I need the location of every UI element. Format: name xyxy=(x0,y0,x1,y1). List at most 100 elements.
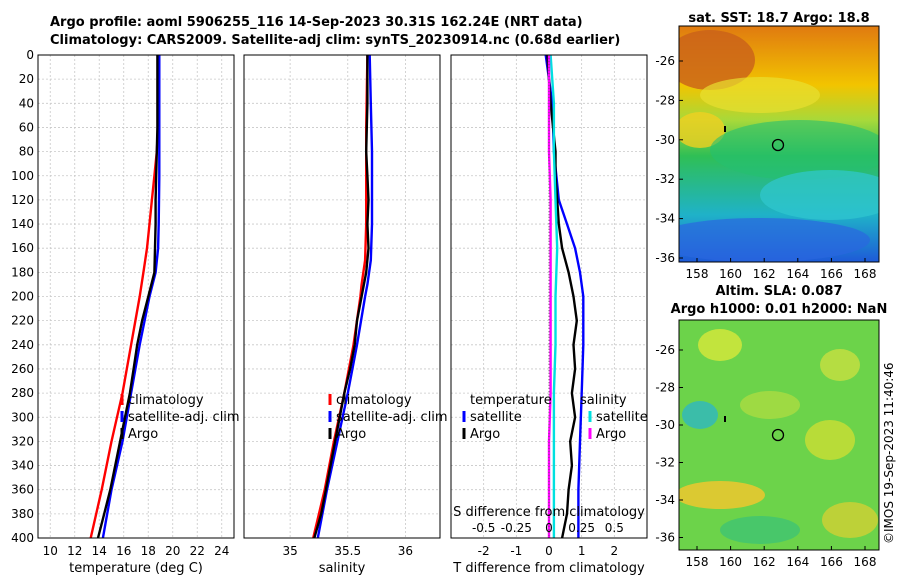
depth-tick-label: 240 xyxy=(11,338,34,352)
legend-heading-temperature: temperature xyxy=(470,393,552,408)
depth-tick-label: 300 xyxy=(11,410,34,424)
depth-tick-label: 160 xyxy=(11,241,34,255)
depth-tick-label: 200 xyxy=(11,290,34,304)
temperature-x-tick-label: 14 xyxy=(92,544,107,558)
secondary-axis-tick-label: 0.25 xyxy=(568,521,595,535)
sst-yellow-patch xyxy=(679,112,725,148)
differences-x-tick-label: -1 xyxy=(510,544,522,558)
temperature-plot: 0 20 40 60 80 100 120 140 160 180 200 220 240 260 280 3… xyxy=(11,48,240,576)
figure-title-line2: Climatology: CARS2009. Satellite-adj cli… xyxy=(50,33,621,48)
sst-map-lon-tick-label: 168 xyxy=(854,267,877,281)
depth-tick-label: 400 xyxy=(11,531,34,545)
salinity-frame xyxy=(243,54,441,539)
secondary-axis-tick-label: 0 xyxy=(545,521,553,535)
secondary-axis-tick-label: -0.25 xyxy=(501,521,532,535)
sla-map-lon-tick-label: 164 xyxy=(786,555,809,569)
temperature-frame xyxy=(37,54,235,539)
sla-cyan-blob xyxy=(682,401,718,429)
sla-yellow-blob xyxy=(820,349,860,381)
sla-orange-blob xyxy=(679,481,765,509)
temperature-series-argo xyxy=(96,55,159,539)
depth-tick-label: 100 xyxy=(11,169,34,183)
legend-heading-salinity: salinity xyxy=(580,393,627,408)
sla-map-lat-tick-label: -30 xyxy=(655,418,675,432)
secondary-axis-tick-label: -0.5 xyxy=(472,521,495,535)
differences-x-axis-label: T difference from climatology xyxy=(452,561,645,576)
depth-tick-label: 280 xyxy=(11,386,34,400)
sla-map-lon-tick-label: 162 xyxy=(753,555,776,569)
depth-tick-label: 380 xyxy=(11,507,34,521)
sla-map-lat-tick-label: -34 xyxy=(655,493,675,507)
sst-map-frame xyxy=(678,25,880,263)
sst-blue-band xyxy=(679,218,870,262)
legend-label: satellite xyxy=(470,410,522,425)
sst-yellow-band xyxy=(700,77,820,113)
sla-map-lat-tick-label: -28 xyxy=(655,381,675,395)
temperature-x-tick-label: 22 xyxy=(190,544,205,558)
temperature-x-tick-label: 16 xyxy=(116,544,131,558)
sla-map-lat-tick-label: -36 xyxy=(655,531,675,545)
sla-map-lat-tick-label: -26 xyxy=(655,343,675,357)
salinity-x-tick-label: 35.5 xyxy=(334,544,361,558)
sla-map-title-line1: Altim. SLA: 0.087 xyxy=(716,284,843,299)
depth-tick-label: 80 xyxy=(19,145,34,159)
sst-map-lat-tick-label: -32 xyxy=(655,172,675,186)
legend-label: Argo xyxy=(470,427,500,442)
sst-map-lon-tick-label: 164 xyxy=(786,267,809,281)
sla-map-frame xyxy=(678,319,880,551)
sst-track-mark xyxy=(724,126,726,132)
sla-yellow-blob xyxy=(822,502,878,538)
depth-tick-label: 260 xyxy=(11,362,34,376)
depth-tick-label: 360 xyxy=(11,483,34,497)
sst-map xyxy=(678,25,880,263)
sla-yellow-blob xyxy=(740,391,800,419)
temperature-x-axis-label: temperature (deg C) xyxy=(69,561,203,576)
figure-title-line1: Argo profile: aoml 5906255_116 14-Sep-20… xyxy=(50,15,583,30)
depth-tick-label: 0 xyxy=(26,48,34,62)
sst-warm-patch xyxy=(679,30,755,90)
sst-map-lat-tick-label: -36 xyxy=(655,251,675,265)
depth-tick-label: 120 xyxy=(11,193,34,207)
legend-label: climatology xyxy=(336,393,412,408)
sla-map-lon-tick-label: 166 xyxy=(820,555,843,569)
sst-green-band xyxy=(710,120,879,180)
sst-map-lat-tick-label: -30 xyxy=(655,133,675,147)
sst-map-axes: 158 160 162 164 166 168 -26 -28 -30 -32 -34 -36 xyxy=(655,54,876,281)
depth-tick-label: 180 xyxy=(11,265,34,279)
temperature-x-tick-label: 20 xyxy=(165,544,180,558)
sst-map-lon-tick-label: 162 xyxy=(753,267,776,281)
depth-tick-label: 140 xyxy=(11,217,34,231)
sla-map-lon-tick-label: 168 xyxy=(854,555,877,569)
sla-map-lon-tick-label: 158 xyxy=(686,555,709,569)
legend-label: satellite-adj. clim xyxy=(128,410,240,425)
sst-cyan-band xyxy=(760,170,879,220)
depth-tick-label: 60 xyxy=(19,120,34,134)
sla-argo-position-marker xyxy=(771,428,785,442)
depth-tick-label: 40 xyxy=(19,96,34,110)
sla-yellow-blob xyxy=(698,329,742,361)
sst-map-lat-tick-label: -34 xyxy=(655,212,675,226)
salinity-x-axis-label: salinity xyxy=(319,561,366,576)
sst-map-lat-tick-label: -28 xyxy=(655,93,675,107)
salinity-series-argo xyxy=(313,55,370,539)
salinity-x-tick-label: 36 xyxy=(398,544,413,558)
legend-label: Argo xyxy=(336,427,366,442)
sla-map-lat-tick-label: -32 xyxy=(655,456,675,470)
depth-tick-label: 20 xyxy=(19,72,34,86)
sst-argo-position-marker xyxy=(771,138,785,152)
sst-map-title: sat. SST: 18.7 Argo: 18.8 xyxy=(688,11,869,26)
differences-x-tick-label: 2 xyxy=(611,544,619,558)
differences-x-tick-label: -2 xyxy=(478,544,490,558)
temperature-x-tick-label: 18 xyxy=(141,544,156,558)
sla-map xyxy=(678,319,880,551)
salinity-series-satellite-adj-clim xyxy=(316,54,374,539)
sla-green-blob xyxy=(720,516,800,544)
temperature-x-tick-label: 12 xyxy=(67,544,82,558)
sla-map-title-line2: Argo h1000: 0.01 h2000: NaN xyxy=(671,302,888,317)
temperature-x-tick-label: 10 xyxy=(43,544,58,558)
differences-x-tick-label: 0 xyxy=(545,544,553,558)
legend-label: climatology xyxy=(128,393,204,408)
depth-tick-label: 340 xyxy=(11,459,34,473)
differences-x-tick-label: 1 xyxy=(578,544,586,558)
